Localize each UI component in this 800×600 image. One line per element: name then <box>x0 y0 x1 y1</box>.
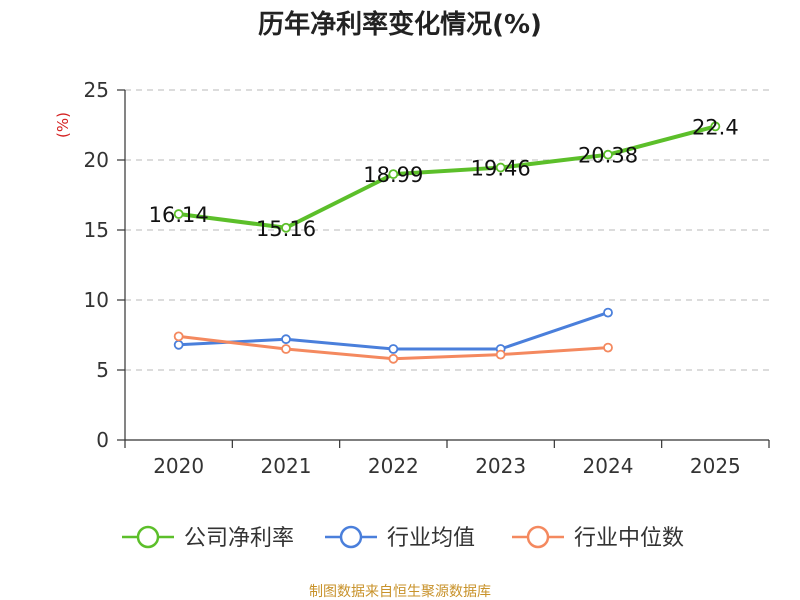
data-point[interactable] <box>495 162 506 173</box>
legend-swatch-marker <box>526 525 550 549</box>
data-label: 19.46 <box>471 157 531 181</box>
x-tick-label: 2025 <box>690 454 741 478</box>
data-point[interactable] <box>173 331 184 342</box>
x-tick-label: 2022 <box>368 454 419 478</box>
data-point[interactable] <box>603 307 613 318</box>
chart-title: 历年净利率变化情况(%) <box>258 9 542 40</box>
data-point[interactable] <box>173 339 184 350</box>
data-point[interactable] <box>173 209 184 219</box>
data-point[interactable] <box>281 222 291 233</box>
legend-swatch-marker <box>136 525 160 549</box>
data-point[interactable] <box>388 344 399 354</box>
data-source-note: 制图数据来自恒生聚源数据库 <box>309 584 491 600</box>
x-tick-label: 2021 <box>261 454 312 478</box>
y-axis-label: (%) <box>54 112 72 138</box>
data-point[interactable] <box>710 121 721 132</box>
data-point[interactable] <box>603 342 613 353</box>
y-tick-label: 15 <box>84 218 109 242</box>
y-tick-label: 20 <box>84 148 109 172</box>
y-tick-label: 0 <box>96 428 109 452</box>
y-tick-label: 25 <box>84 78 109 102</box>
x-tick-label: 2020 <box>153 454 204 478</box>
legend-swatch-marker <box>339 525 363 549</box>
data-point[interactable] <box>388 169 399 180</box>
legend-label[interactable]: 行业均值 <box>387 526 475 551</box>
y-tick-label: 10 <box>84 288 109 312</box>
data-point[interactable] <box>281 344 291 354</box>
data-label: 20.38 <box>578 144 638 168</box>
data-point[interactable] <box>388 353 399 364</box>
data-label: 15.16 <box>256 217 316 241</box>
data-label: 18.99 <box>363 163 423 187</box>
data-label: 16.14 <box>149 203 209 227</box>
data-point[interactable] <box>603 149 613 160</box>
legend-label[interactable]: 公司净利率 <box>184 526 294 551</box>
data-point[interactable] <box>495 349 506 360</box>
series-line-0 <box>178 124 716 230</box>
data-point[interactable] <box>281 334 291 345</box>
legend-label[interactable]: 行业中位数 <box>574 526 684 551</box>
data-label: 22.4 <box>692 115 739 139</box>
x-tick-label: 2024 <box>583 454 634 478</box>
x-tick-label: 2023 <box>475 454 526 478</box>
y-tick-label: 5 <box>96 358 109 382</box>
